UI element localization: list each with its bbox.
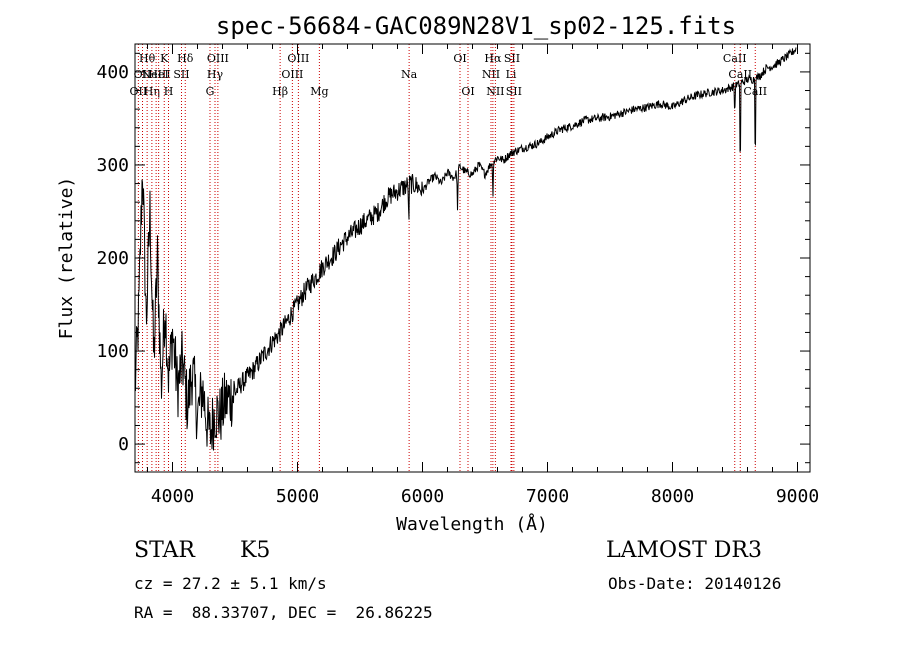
x-tick-label: 5000 bbox=[276, 486, 319, 507]
line-label: SII bbox=[506, 85, 522, 98]
line-label: OII bbox=[130, 85, 148, 98]
x-tick-label: 9000 bbox=[776, 486, 819, 507]
y-tick-label: 100 bbox=[96, 341, 129, 362]
line-label: Na bbox=[401, 68, 418, 81]
survey-label: LAMOST DR3 bbox=[606, 538, 762, 563]
line-label: Hδ bbox=[177, 52, 194, 65]
class-label: STAR bbox=[134, 538, 195, 563]
line-label: Mg bbox=[310, 85, 328, 98]
line-label: CaII bbox=[743, 85, 767, 98]
y-tick-label: 400 bbox=[96, 62, 129, 83]
line-label: OIII bbox=[207, 52, 229, 65]
line-label: K bbox=[160, 52, 169, 65]
line-label: OI bbox=[461, 85, 474, 98]
line-label: NeIII bbox=[142, 68, 171, 81]
chart-title: spec-56684-GAC089N28V1_sp02-125.fits bbox=[216, 12, 736, 40]
line-label: Hα bbox=[484, 52, 502, 65]
spectrum-line bbox=[134, 47, 797, 451]
subclass-label: K5 bbox=[240, 538, 271, 563]
y-axis-label: Flux (relative) bbox=[56, 177, 77, 340]
line-label: H bbox=[164, 85, 174, 98]
x-tick-label: 8000 bbox=[651, 486, 694, 507]
x-tick-label: 4000 bbox=[151, 486, 194, 507]
line-label: OIII bbox=[281, 68, 303, 81]
coordinates-label: RA = 88.33707, DEC = 26.86225 bbox=[134, 603, 433, 622]
line-label: NII bbox=[486, 85, 504, 98]
x-tick-label: 7000 bbox=[526, 486, 569, 507]
line-label: Hγ bbox=[207, 68, 224, 81]
line-label: Hβ bbox=[272, 85, 288, 98]
obs-date-label: Obs-Date: 20140126 bbox=[608, 574, 782, 593]
x-axis-label: Wavelength (Å) bbox=[396, 513, 548, 535]
y-tick-label: 0 bbox=[118, 434, 129, 455]
y-tick-label: 200 bbox=[96, 248, 129, 269]
line-label: CaII bbox=[723, 52, 747, 65]
line-label: Hθ bbox=[139, 52, 156, 65]
line-label: SII bbox=[173, 68, 189, 81]
line-label: NII bbox=[482, 68, 500, 81]
line-label: SII bbox=[504, 52, 520, 65]
line-label: HeI bbox=[148, 68, 168, 81]
line-label: G bbox=[206, 85, 215, 98]
line-label: Li bbox=[506, 68, 517, 81]
x-tick-label: 6000 bbox=[401, 486, 444, 507]
redshift-label: cz = 27.2 ± 5.1 km/s bbox=[134, 574, 327, 593]
line-label: OIII bbox=[287, 52, 309, 65]
line-label: Hη bbox=[144, 85, 160, 98]
y-tick-label: 300 bbox=[96, 155, 129, 176]
line-label: OI bbox=[453, 52, 466, 65]
plot-frame bbox=[134, 43, 811, 473]
